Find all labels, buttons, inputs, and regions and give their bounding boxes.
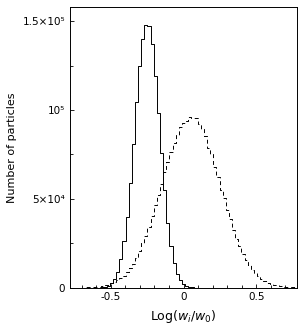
- X-axis label: Log($w_i$/$w_0$): Log($w_i$/$w_0$): [150, 308, 217, 325]
- Y-axis label: Number of particles: Number of particles: [7, 92, 17, 203]
